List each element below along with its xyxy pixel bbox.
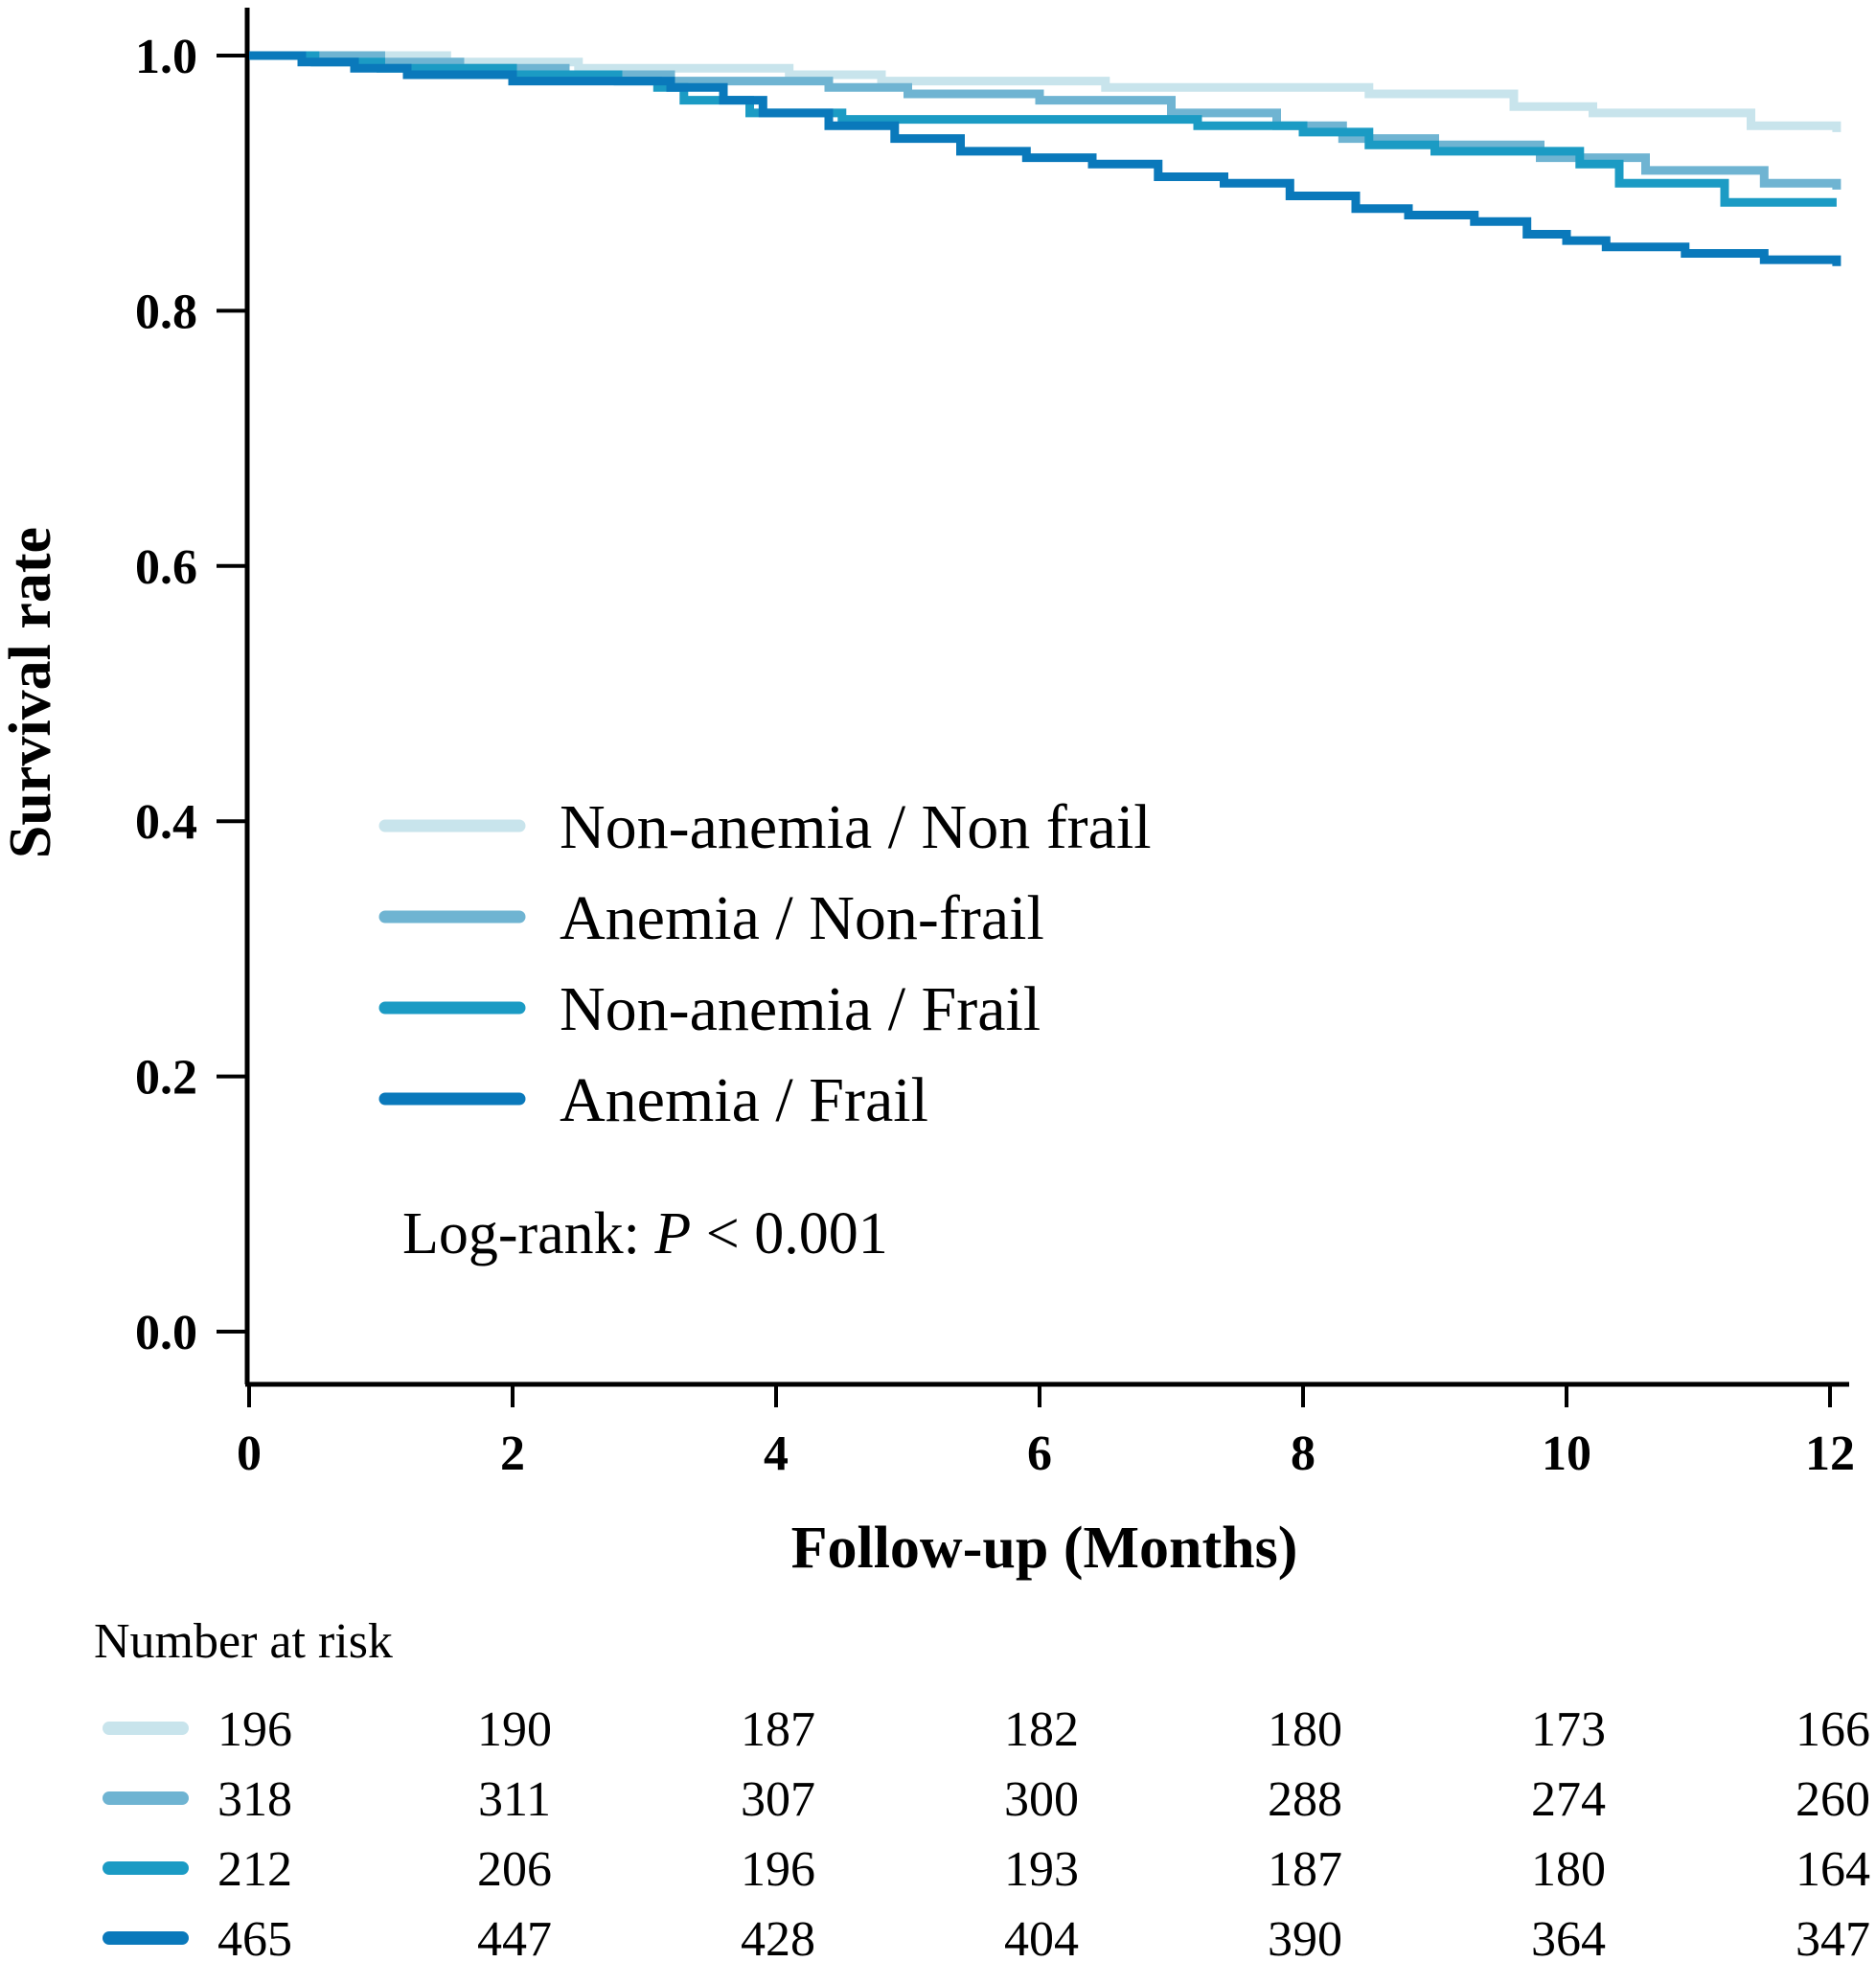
x-tick-label: 8 — [1291, 1426, 1315, 1481]
risk-table: 196 190 187 182 180 173 166 318 311 307 300 288 274 2… — [103, 1702, 1870, 1962]
risk-value: 390 — [1268, 1912, 1342, 1962]
legend-label: Non-anemia / Non frail — [560, 792, 1152, 862]
annotation-p: P — [653, 1201, 691, 1266]
y-tick-label: 0.2 — [135, 1051, 197, 1106]
legend-label: Anemia / Non-frail — [560, 883, 1044, 953]
risk-value: 206 — [477, 1842, 552, 1897]
risk-value: 187 — [1268, 1842, 1342, 1897]
risk-value: 447 — [477, 1912, 552, 1962]
risk-value: 173 — [1531, 1702, 1606, 1757]
risk-value: 196 — [217, 1702, 292, 1757]
y-ticks: 0.0 0.2 0.4 0.6 0.8 1.0 — [135, 30, 247, 1360]
risk-value: 193 — [1004, 1842, 1079, 1897]
risk-value: 364 — [1531, 1912, 1606, 1962]
annotation-prefix: Log-rank: — [402, 1201, 654, 1266]
x-tick-label: 4 — [764, 1426, 789, 1481]
x-tick-label: 0 — [237, 1426, 262, 1481]
risk-table-title: Number at risk — [94, 1614, 393, 1669]
log-rank-annotation: Log-rank: P < 0.001 — [402, 1201, 888, 1266]
x-tick-label: 10 — [1542, 1426, 1591, 1481]
risk-value: 166 — [1796, 1702, 1870, 1757]
axes — [244, 8, 1849, 1387]
survival-curve-2 — [249, 51, 1842, 190]
y-tick-label: 1.0 — [135, 30, 197, 84]
risk-value: 187 — [741, 1702, 815, 1757]
risk-value: 164 — [1796, 1842, 1870, 1897]
risk-value: 274 — [1531, 1772, 1606, 1827]
legend-label: Anemia / Frail — [560, 1065, 928, 1135]
risk-value: 311 — [478, 1772, 551, 1827]
x-ticks: 0 2 4 6 8 10 12 — [237, 1384, 1855, 1481]
y-tick-label: 0.4 — [135, 795, 197, 850]
y-tick-label: 0.0 — [135, 1306, 197, 1360]
risk-value: 212 — [217, 1842, 292, 1897]
risk-value: 300 — [1004, 1772, 1079, 1827]
risk-value: 428 — [741, 1912, 815, 1962]
risk-value: 318 — [217, 1772, 292, 1827]
y-tick-label: 0.6 — [135, 540, 197, 595]
risk-value: 180 — [1531, 1842, 1606, 1897]
annotation-suffix: < 0.001 — [691, 1201, 887, 1266]
x-tick-label: 12 — [1805, 1426, 1855, 1481]
risk-value: 404 — [1004, 1912, 1079, 1962]
survival-curves — [249, 51, 1842, 266]
risk-value: 347 — [1796, 1912, 1870, 1962]
legend: Non-anemia / Non frail Anemia / Non-frail… — [378, 792, 1152, 1135]
x-tick-label: 2 — [500, 1426, 525, 1481]
risk-value: 288 — [1268, 1772, 1342, 1827]
risk-value: 465 — [217, 1912, 292, 1962]
x-axis-title: Follow-up (Months) — [791, 1516, 1298, 1581]
risk-value: 180 — [1268, 1702, 1342, 1757]
risk-value: 260 — [1796, 1772, 1870, 1827]
y-axis-title: Survival rate — [0, 527, 63, 858]
y-tick-label: 0.8 — [135, 285, 197, 339]
survival-curve-1 — [249, 51, 1842, 132]
survival-curve-4 — [249, 51, 1842, 266]
risk-value: 196 — [741, 1842, 815, 1897]
legend-label: Non-anemia / Frail — [560, 974, 1041, 1044]
risk-value: 190 — [477, 1702, 552, 1757]
risk-value: 182 — [1004, 1702, 1079, 1757]
survival-curve-3 — [249, 51, 1837, 207]
x-tick-label: 6 — [1027, 1426, 1052, 1481]
risk-value: 307 — [741, 1772, 815, 1827]
